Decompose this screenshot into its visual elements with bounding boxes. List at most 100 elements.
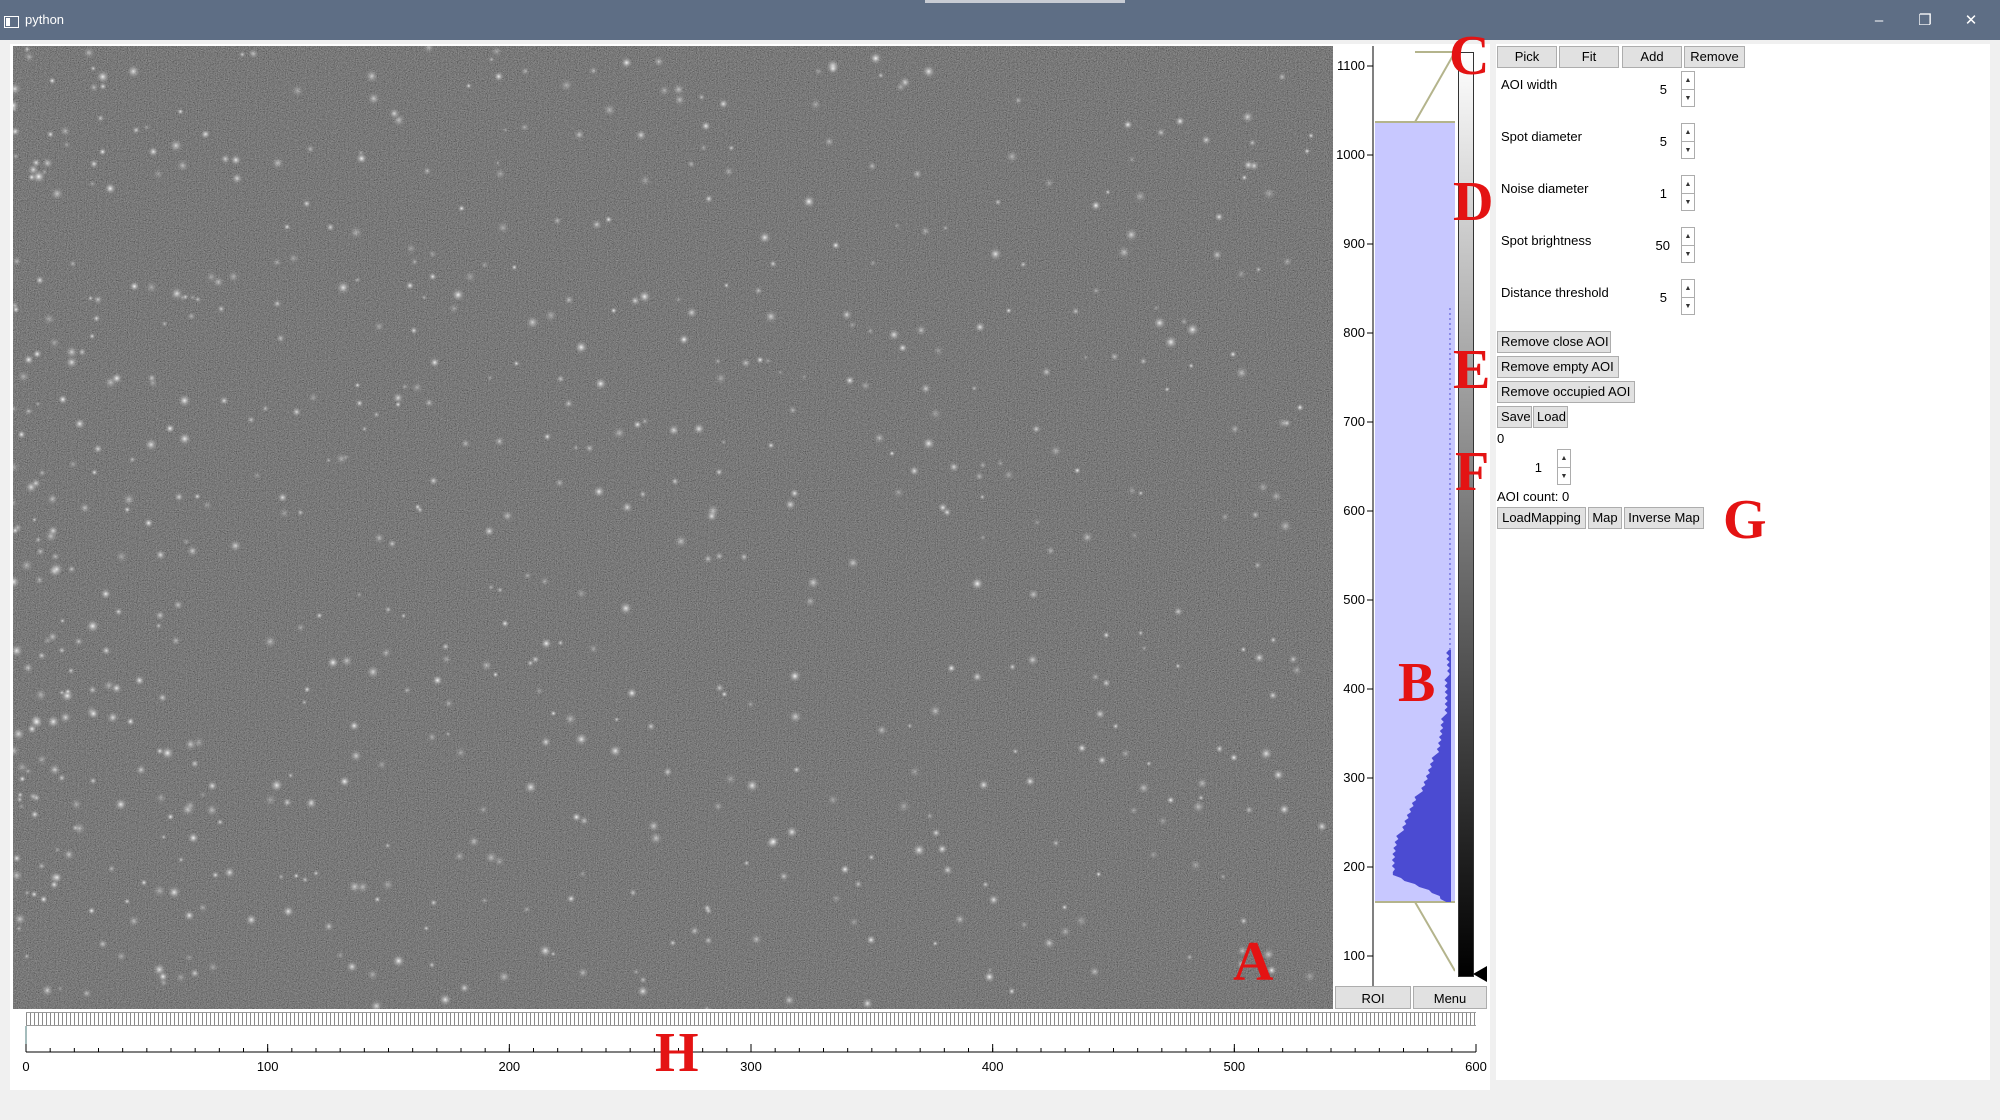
- add-button[interactable]: Add: [1622, 46, 1682, 68]
- image-spot: [107, 864, 116, 874]
- image-spot: [421, 294, 428, 301]
- image-spot: [979, 493, 986, 501]
- image-spot: [463, 270, 477, 284]
- image-spot: [247, 48, 259, 60]
- stepper-up-icon[interactable]: ▲: [1558, 450, 1570, 468]
- remove-occupied-aoi-button[interactable]: Remove occupied AOI: [1497, 381, 1635, 403]
- image-spot: [1041, 366, 1052, 378]
- image-spot: [494, 159, 501, 167]
- aoi-width-value[interactable]: 5: [1659, 82, 1667, 97]
- aoi-width-stepper[interactable]: ▲ ▼: [1681, 71, 1695, 107]
- image-spot: [219, 395, 230, 406]
- remove-close-aoi-button[interactable]: Remove close AOI: [1497, 331, 1611, 353]
- image-spot: [897, 799, 911, 814]
- image-spot: [431, 674, 444, 686]
- close-icon[interactable]: ✕: [1964, 12, 1978, 29]
- noise-diameter-value[interactable]: 1: [1659, 186, 1667, 201]
- fit-button[interactable]: Fit: [1559, 46, 1619, 68]
- image-spot: [1240, 646, 1247, 653]
- distance-threshold-value[interactable]: 5: [1659, 290, 1667, 305]
- noise-diameter-stepper[interactable]: ▲ ▼: [1681, 175, 1695, 211]
- gradient-handle-icon[interactable]: [1473, 966, 1487, 982]
- restore-icon[interactable]: ❐: [1918, 12, 1932, 29]
- image-spot: [523, 571, 532, 580]
- menu-button[interactable]: Menu: [1413, 986, 1487, 1009]
- roi-button[interactable]: ROI: [1335, 986, 1411, 1009]
- image-spot: [277, 492, 288, 503]
- image-spot: [906, 722, 913, 730]
- image-spot: [161, 320, 169, 328]
- image-spot: [846, 556, 860, 570]
- image-spot: [942, 864, 954, 876]
- timeline-axis[interactable]: 0 100 200 300 400 500 600: [12, 1024, 1488, 1084]
- remove-button[interactable]: Remove: [1684, 46, 1745, 68]
- frame-stepper[interactable]: ▲ ▼: [1557, 449, 1571, 485]
- timeline-slider[interactable]: [26, 1012, 1476, 1026]
- image-spot: [1236, 958, 1248, 970]
- stepper-up-icon[interactable]: ▲: [1682, 176, 1694, 194]
- image-spot: [510, 263, 518, 271]
- histogram-axis-label: 1100: [1337, 58, 1365, 73]
- map-button[interactable]: Map: [1588, 507, 1622, 529]
- distance-threshold-stepper[interactable]: ▲ ▼: [1681, 279, 1695, 315]
- image-spot: [1250, 510, 1260, 520]
- image-spot: [174, 971, 187, 984]
- load-button[interactable]: Load: [1533, 406, 1568, 428]
- image-spot: [13, 868, 24, 882]
- spot-diameter-stepper[interactable]: ▲ ▼: [1681, 123, 1695, 159]
- stepper-down-icon[interactable]: ▼: [1560, 473, 1568, 480]
- image-spot: [72, 821, 87, 836]
- spot-brightness-stepper[interactable]: ▲ ▼: [1681, 227, 1695, 263]
- frame-value[interactable]: 1: [1534, 460, 1542, 475]
- stepper-up-icon[interactable]: ▲: [1682, 280, 1694, 298]
- image-spot: [1268, 690, 1278, 701]
- stepper-down-icon[interactable]: ▼: [1684, 147, 1692, 154]
- histogram-plot[interactable]: [1375, 50, 1455, 975]
- save-button[interactable]: Save: [1497, 406, 1532, 428]
- image-spot: [303, 685, 311, 694]
- image-spot: [67, 564, 76, 574]
- image-spot: [490, 46, 503, 58]
- inverse-map-button[interactable]: Inverse Map: [1624, 507, 1704, 529]
- image-spot: [42, 312, 56, 326]
- image-spot: [1043, 177, 1055, 189]
- controls-panel: [1496, 44, 1990, 1080]
- image-spot: [56, 985, 64, 992]
- spot-diameter-value[interactable]: 5: [1659, 134, 1667, 149]
- image-spot: [613, 716, 620, 723]
- image-spot: [783, 994, 796, 1007]
- timeline-tick-label: 300: [740, 1059, 762, 1074]
- image-canvas[interactable]: [13, 46, 1333, 1009]
- image-spot: [496, 586, 504, 594]
- stepper-down-icon[interactable]: ▼: [1684, 95, 1692, 102]
- image-view[interactable]: [13, 46, 1333, 1009]
- image-spot: [90, 468, 98, 476]
- image-spot: [67, 666, 75, 675]
- stepper-up-icon[interactable]: ▲: [1682, 124, 1694, 142]
- title-bar: python – ❐ ✕: [0, 0, 2000, 40]
- spot-brightness-value[interactable]: 50: [1655, 238, 1670, 253]
- image-spot: [164, 423, 176, 434]
- stepper-down-icon[interactable]: ▼: [1684, 303, 1692, 310]
- image-spot: [18, 775, 27, 783]
- load-mapping-button[interactable]: LoadMapping: [1497, 507, 1586, 529]
- minimize-icon[interactable]: –: [1874, 11, 1884, 29]
- image-spot: [39, 894, 49, 904]
- image-spot: [784, 498, 797, 511]
- image-spot: [720, 690, 728, 698]
- stepper-up-icon[interactable]: ▲: [1682, 228, 1694, 246]
- stepper-down-icon[interactable]: ▼: [1684, 199, 1692, 206]
- pick-button[interactable]: Pick: [1497, 46, 1557, 68]
- stepper-up-icon[interactable]: ▲: [1682, 72, 1694, 90]
- image-spot: [575, 587, 587, 600]
- image-spot: [723, 282, 730, 289]
- image-spot: [1024, 775, 1036, 787]
- image-spot: [193, 492, 201, 500]
- image-spot: [373, 320, 385, 333]
- remove-empty-aoi-button[interactable]: Remove empty AOI: [1497, 356, 1619, 378]
- image-spot: [712, 801, 724, 812]
- stepper-down-icon[interactable]: ▼: [1684, 251, 1692, 258]
- gradient-bar[interactable]: [1458, 52, 1474, 977]
- image-spot: [637, 289, 652, 304]
- image-spot: [1242, 159, 1254, 171]
